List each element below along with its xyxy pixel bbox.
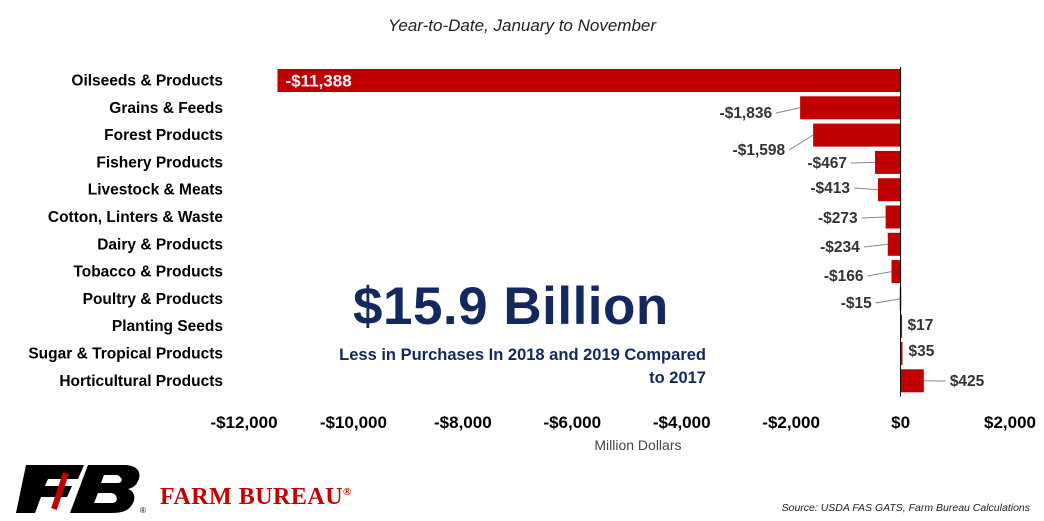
value-label-9: $17: [908, 317, 934, 334]
chart-subtitle: Year-to-Date, January to November: [387, 16, 657, 35]
value-label-5: -$273: [818, 210, 858, 227]
farm-bureau-logo: ®: [16, 465, 146, 515]
bar-11: [900, 369, 924, 393]
category-label-6: Dairy & Products: [97, 236, 223, 253]
category-label-11: Horticultural Products: [59, 373, 223, 390]
bar-5: [885, 205, 901, 229]
headline-description-line-1: Less in Purchases In 2018 and 2019 Compa…: [339, 346, 706, 364]
x-tick-label-5: -$2,000: [762, 413, 820, 432]
bar-10: [900, 342, 903, 365]
category-label-9: Planting Seeds: [112, 318, 223, 335]
x-tick-label-4: -$4,000: [653, 413, 711, 432]
value-label-10: $35: [908, 343, 934, 360]
value-labels: -$11,388 -$1,836 -$1,598 -$467 -$413 -$273 -$2…: [285, 72, 984, 391]
x-tick-label-3: -$6,000: [543, 413, 601, 432]
bar-4: [877, 178, 901, 202]
bar-2: [813, 123, 901, 147]
leader-line-7: [867, 271, 892, 277]
x-tick-label-0: -$12,000: [210, 413, 277, 432]
category-label-5: Cotton, Linters & Waste: [48, 209, 223, 226]
category-label-3: Fishery Products: [96, 154, 223, 171]
x-tick-label-7: $2,000: [984, 413, 1036, 432]
category-label-1: Grains & Feeds: [109, 100, 223, 117]
category-label-7: Tobacco & Products: [73, 264, 223, 281]
category-label-0: Oilseeds & Products: [71, 73, 223, 90]
headline-description: Less in Purchases In 2018 and 2019 Compa…: [270, 344, 706, 390]
leader-line-4: [853, 187, 879, 191]
logo-registered-mark: ®: [140, 506, 146, 515]
value-label-7: -$166: [824, 268, 864, 285]
value-label-1: -$1,836: [720, 105, 773, 122]
category-labels: Oilseeds & Products Grains & Feeds Forest …: [28, 73, 223, 390]
bar-7: [891, 260, 901, 284]
category-label-4: Livestock & Meats: [88, 182, 223, 199]
value-label-2: -$1,598: [733, 142, 786, 159]
bar-3: [875, 150, 901, 174]
x-axis-ticks: -$12,000 -$10,000 -$8,000 -$6,000 -$4,000 -$2…: [210, 413, 1036, 432]
leader-line-3: [851, 161, 876, 164]
leader-line-5: [861, 216, 886, 219]
headline-total: $15.9 Billion: [353, 277, 669, 336]
bar-chart: Oilseeds & Products Grains & Feeds Forest …: [28, 67, 1036, 453]
brand-registered-mark: ®: [343, 486, 352, 498]
category-label-2: Forest Products: [104, 127, 223, 144]
logo-red-stripe: [51, 472, 69, 510]
logo-b-shape: [70, 465, 140, 513]
x-tick-label-2: -$8,000: [434, 413, 492, 432]
leader-line-6: [863, 243, 888, 248]
bar-9: [900, 314, 903, 338]
headline-description-line-2: to 2017: [649, 369, 706, 387]
value-label-0: -$11,388: [285, 72, 351, 91]
leader-line-1: [776, 107, 801, 114]
value-label-4: -$413: [810, 180, 850, 197]
value-label-11: $425: [950, 373, 985, 390]
brand-name-text: FARM BUREAU: [160, 484, 344, 510]
leader-line-2: [788, 134, 814, 151]
x-tick-label-1: -$10,000: [320, 413, 387, 432]
value-label-3: -$467: [807, 155, 847, 172]
bar-6: [887, 232, 901, 256]
value-label-8: -$15: [841, 295, 872, 312]
leader-line-8: [875, 298, 900, 304]
x-tick-label-6: $0: [891, 413, 910, 432]
category-label-8: Poultry & Products: [83, 291, 223, 308]
source-note: Source: USDA FAS GATS, Farm Bureau Calcu…: [781, 502, 1030, 514]
bar-0: [277, 69, 901, 92]
bar-1: [800, 96, 901, 120]
x-axis-label: Million Dollars: [594, 437, 681, 453]
category-label-10: Sugar & Tropical Products: [28, 346, 223, 363]
bars-group: [277, 69, 924, 393]
value-label-6: -$234: [820, 239, 860, 256]
brand-name: FARM BUREAU®: [160, 484, 352, 511]
